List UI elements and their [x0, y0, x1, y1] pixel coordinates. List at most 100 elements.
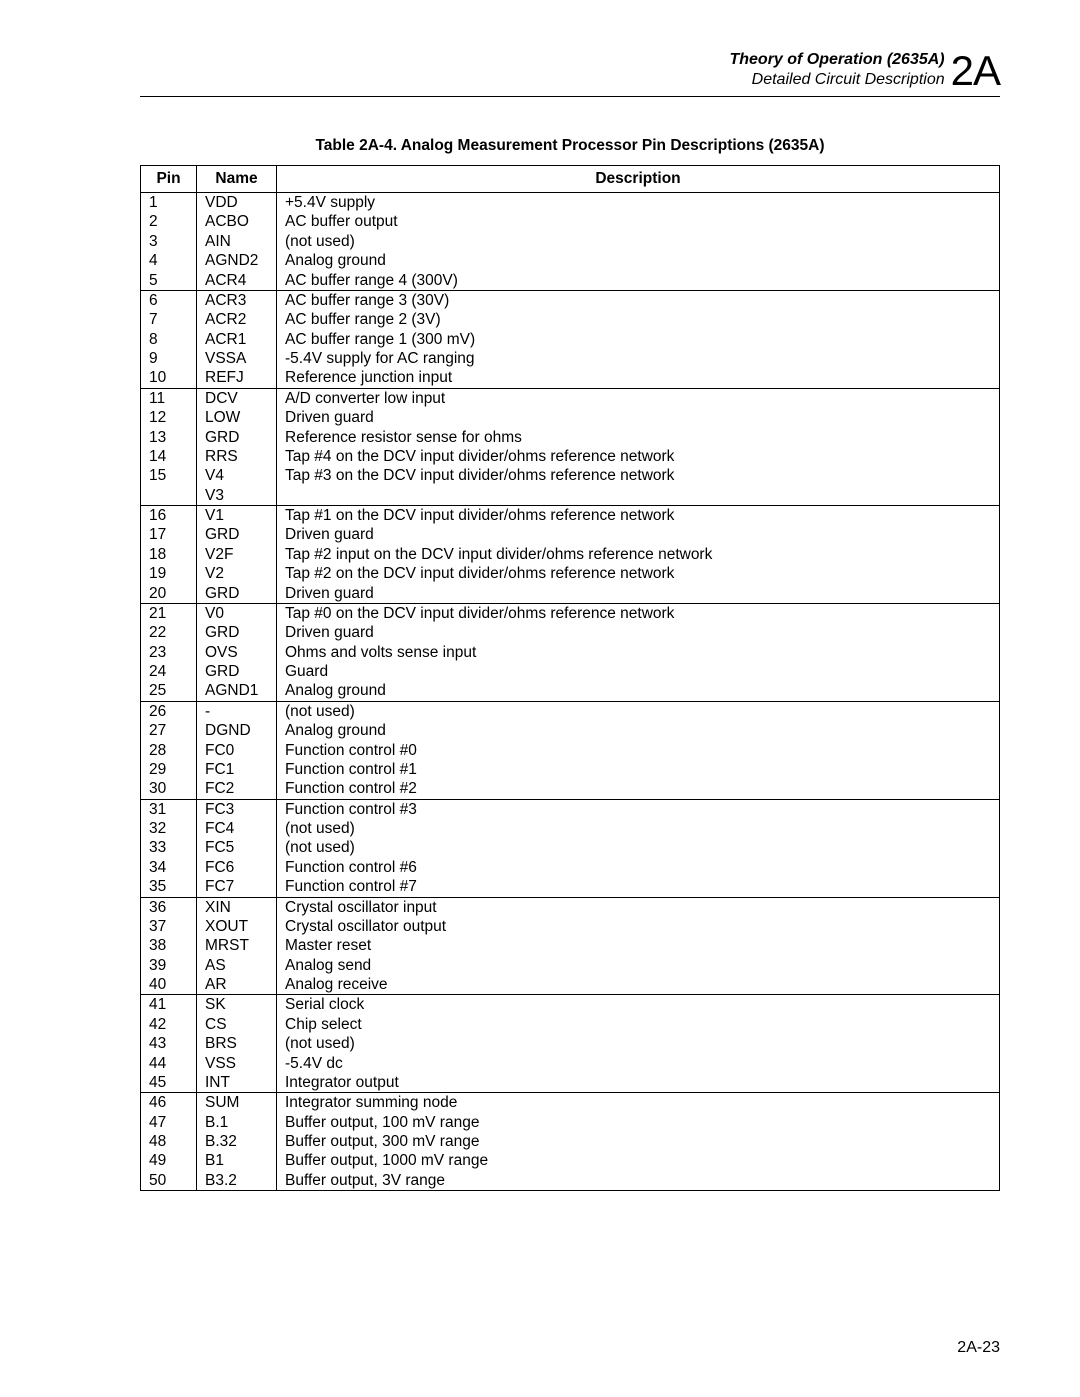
table-row: 35FC7Function control #7 — [141, 877, 1000, 897]
cell-name: B3.2 — [197, 1171, 277, 1191]
cell-name: VSSA — [197, 349, 277, 368]
table-row: 3AIN(not used) — [141, 232, 1000, 251]
cell-pin: 15 — [141, 466, 197, 485]
cell-pin: 38 — [141, 936, 197, 955]
cell-description: Driven guard — [277, 623, 1000, 642]
cell-name: AGND2 — [197, 251, 277, 270]
header-subtitle: Detailed Circuit Description — [729, 70, 944, 90]
table-row: 17GRDDriven guard — [141, 525, 1000, 544]
cell-pin: 48 — [141, 1132, 197, 1151]
cell-name: GRD — [197, 428, 277, 447]
cell-description: Chip select — [277, 1015, 1000, 1034]
cell-pin: 1 — [141, 193, 197, 213]
cell-name: - — [197, 701, 277, 721]
cell-description: AC buffer range 3 (30V) — [277, 290, 1000, 310]
cell-pin — [141, 486, 197, 506]
cell-pin: 7 — [141, 310, 197, 329]
table-row: 48B.32Buffer output, 300 mV range — [141, 1132, 1000, 1151]
table-row: 9VSSA-5.4V supply for AC ranging — [141, 349, 1000, 368]
cell-name: LOW — [197, 408, 277, 427]
cell-name: FC5 — [197, 838, 277, 857]
cell-name: ACR2 — [197, 310, 277, 329]
cell-name: B1 — [197, 1151, 277, 1170]
cell-name: XOUT — [197, 917, 277, 936]
cell-pin: 19 — [141, 564, 197, 583]
document-page: Theory of Operation (2635A) Detailed Cir… — [0, 0, 1080, 1397]
cell-pin: 47 — [141, 1113, 197, 1132]
cell-pin: 34 — [141, 858, 197, 877]
cell-name: GRD — [197, 525, 277, 544]
cell-pin: 29 — [141, 760, 197, 779]
page-number: 2A-23 — [957, 1339, 1000, 1357]
cell-name: V0 — [197, 603, 277, 623]
cell-description: Buffer output, 3V range — [277, 1171, 1000, 1191]
pin-description-table: Pin Name Description 1VDD+5.4V supply2AC… — [140, 165, 1000, 1191]
table-row: 42CSChip select — [141, 1015, 1000, 1034]
cell-description: Driven guard — [277, 408, 1000, 427]
table-row: 2ACBOAC buffer output — [141, 212, 1000, 231]
cell-description: Buffer output, 100 mV range — [277, 1113, 1000, 1132]
cell-description: Buffer output, 300 mV range — [277, 1132, 1000, 1151]
cell-description: Tap #3 on the DCV input divider/ohms ref… — [277, 466, 1000, 485]
cell-name: ACR3 — [197, 290, 277, 310]
table-row: 1VDD+5.4V supply — [141, 193, 1000, 213]
cell-pin: 17 — [141, 525, 197, 544]
cell-name: ACR4 — [197, 271, 277, 291]
cell-pin: 41 — [141, 995, 197, 1015]
table-row: 13GRDReference resistor sense for ohms — [141, 428, 1000, 447]
table-caption: Table 2A-4. Analog Measurement Processor… — [140, 137, 1000, 155]
cell-name: RRS — [197, 447, 277, 466]
cell-pin: 27 — [141, 721, 197, 740]
cell-pin: 31 — [141, 799, 197, 819]
col-header-pin: Pin — [141, 166, 197, 193]
cell-description: Integrator output — [277, 1073, 1000, 1093]
cell-name: FC6 — [197, 858, 277, 877]
cell-name: SK — [197, 995, 277, 1015]
col-header-name: Name — [197, 166, 277, 193]
table-row: 44VSS-5.4V dc — [141, 1054, 1000, 1073]
cell-name: INT — [197, 1073, 277, 1093]
cell-description: Tap #4 on the DCV input divider/ohms ref… — [277, 447, 1000, 466]
table-row: 4AGND2Analog ground — [141, 251, 1000, 270]
cell-pin: 43 — [141, 1034, 197, 1053]
table-row: 47B.1Buffer output, 100 mV range — [141, 1113, 1000, 1132]
cell-pin: 22 — [141, 623, 197, 642]
cell-pin: 35 — [141, 877, 197, 897]
cell-name: ACR1 — [197, 330, 277, 349]
cell-description: Reference resistor sense for ohms — [277, 428, 1000, 447]
cell-description: Master reset — [277, 936, 1000, 955]
cell-description: (not used) — [277, 1034, 1000, 1053]
cell-description: Driven guard — [277, 525, 1000, 544]
cell-pin: 21 — [141, 603, 197, 623]
table-row: 49B1Buffer output, 1000 mV range — [141, 1151, 1000, 1170]
table-row: 26-(not used) — [141, 701, 1000, 721]
cell-pin: 5 — [141, 271, 197, 291]
cell-description: Analog ground — [277, 251, 1000, 270]
cell-pin: 6 — [141, 290, 197, 310]
cell-description: Ohms and volts sense input — [277, 643, 1000, 662]
cell-pin: 36 — [141, 897, 197, 917]
cell-pin: 3 — [141, 232, 197, 251]
table-row: 45INTIntegrator output — [141, 1073, 1000, 1093]
cell-name: OVS — [197, 643, 277, 662]
cell-description: AC buffer range 2 (3V) — [277, 310, 1000, 329]
cell-name: FC2 — [197, 779, 277, 799]
table-row: 15V4Tap #3 on the DCV input divider/ohms… — [141, 466, 1000, 485]
cell-pin: 8 — [141, 330, 197, 349]
cell-name: GRD — [197, 584, 277, 604]
cell-description: Analog send — [277, 956, 1000, 975]
cell-description: Integrator summing node — [277, 1093, 1000, 1113]
table-row: 24GRDGuard — [141, 662, 1000, 681]
cell-pin: 20 — [141, 584, 197, 604]
cell-name: AR — [197, 975, 277, 995]
cell-name: V1 — [197, 506, 277, 526]
table-row: 21V0Tap #0 on the DCV input divider/ohms… — [141, 603, 1000, 623]
cell-pin: 24 — [141, 662, 197, 681]
header-title: Theory of Operation (2635A) — [729, 50, 944, 70]
cell-pin: 13 — [141, 428, 197, 447]
table-row: 5ACR4AC buffer range 4 (300V) — [141, 271, 1000, 291]
table-row: 30FC2Function control #2 — [141, 779, 1000, 799]
cell-pin: 23 — [141, 643, 197, 662]
cell-name: XIN — [197, 897, 277, 917]
table-row: 10REFJReference junction input — [141, 368, 1000, 388]
